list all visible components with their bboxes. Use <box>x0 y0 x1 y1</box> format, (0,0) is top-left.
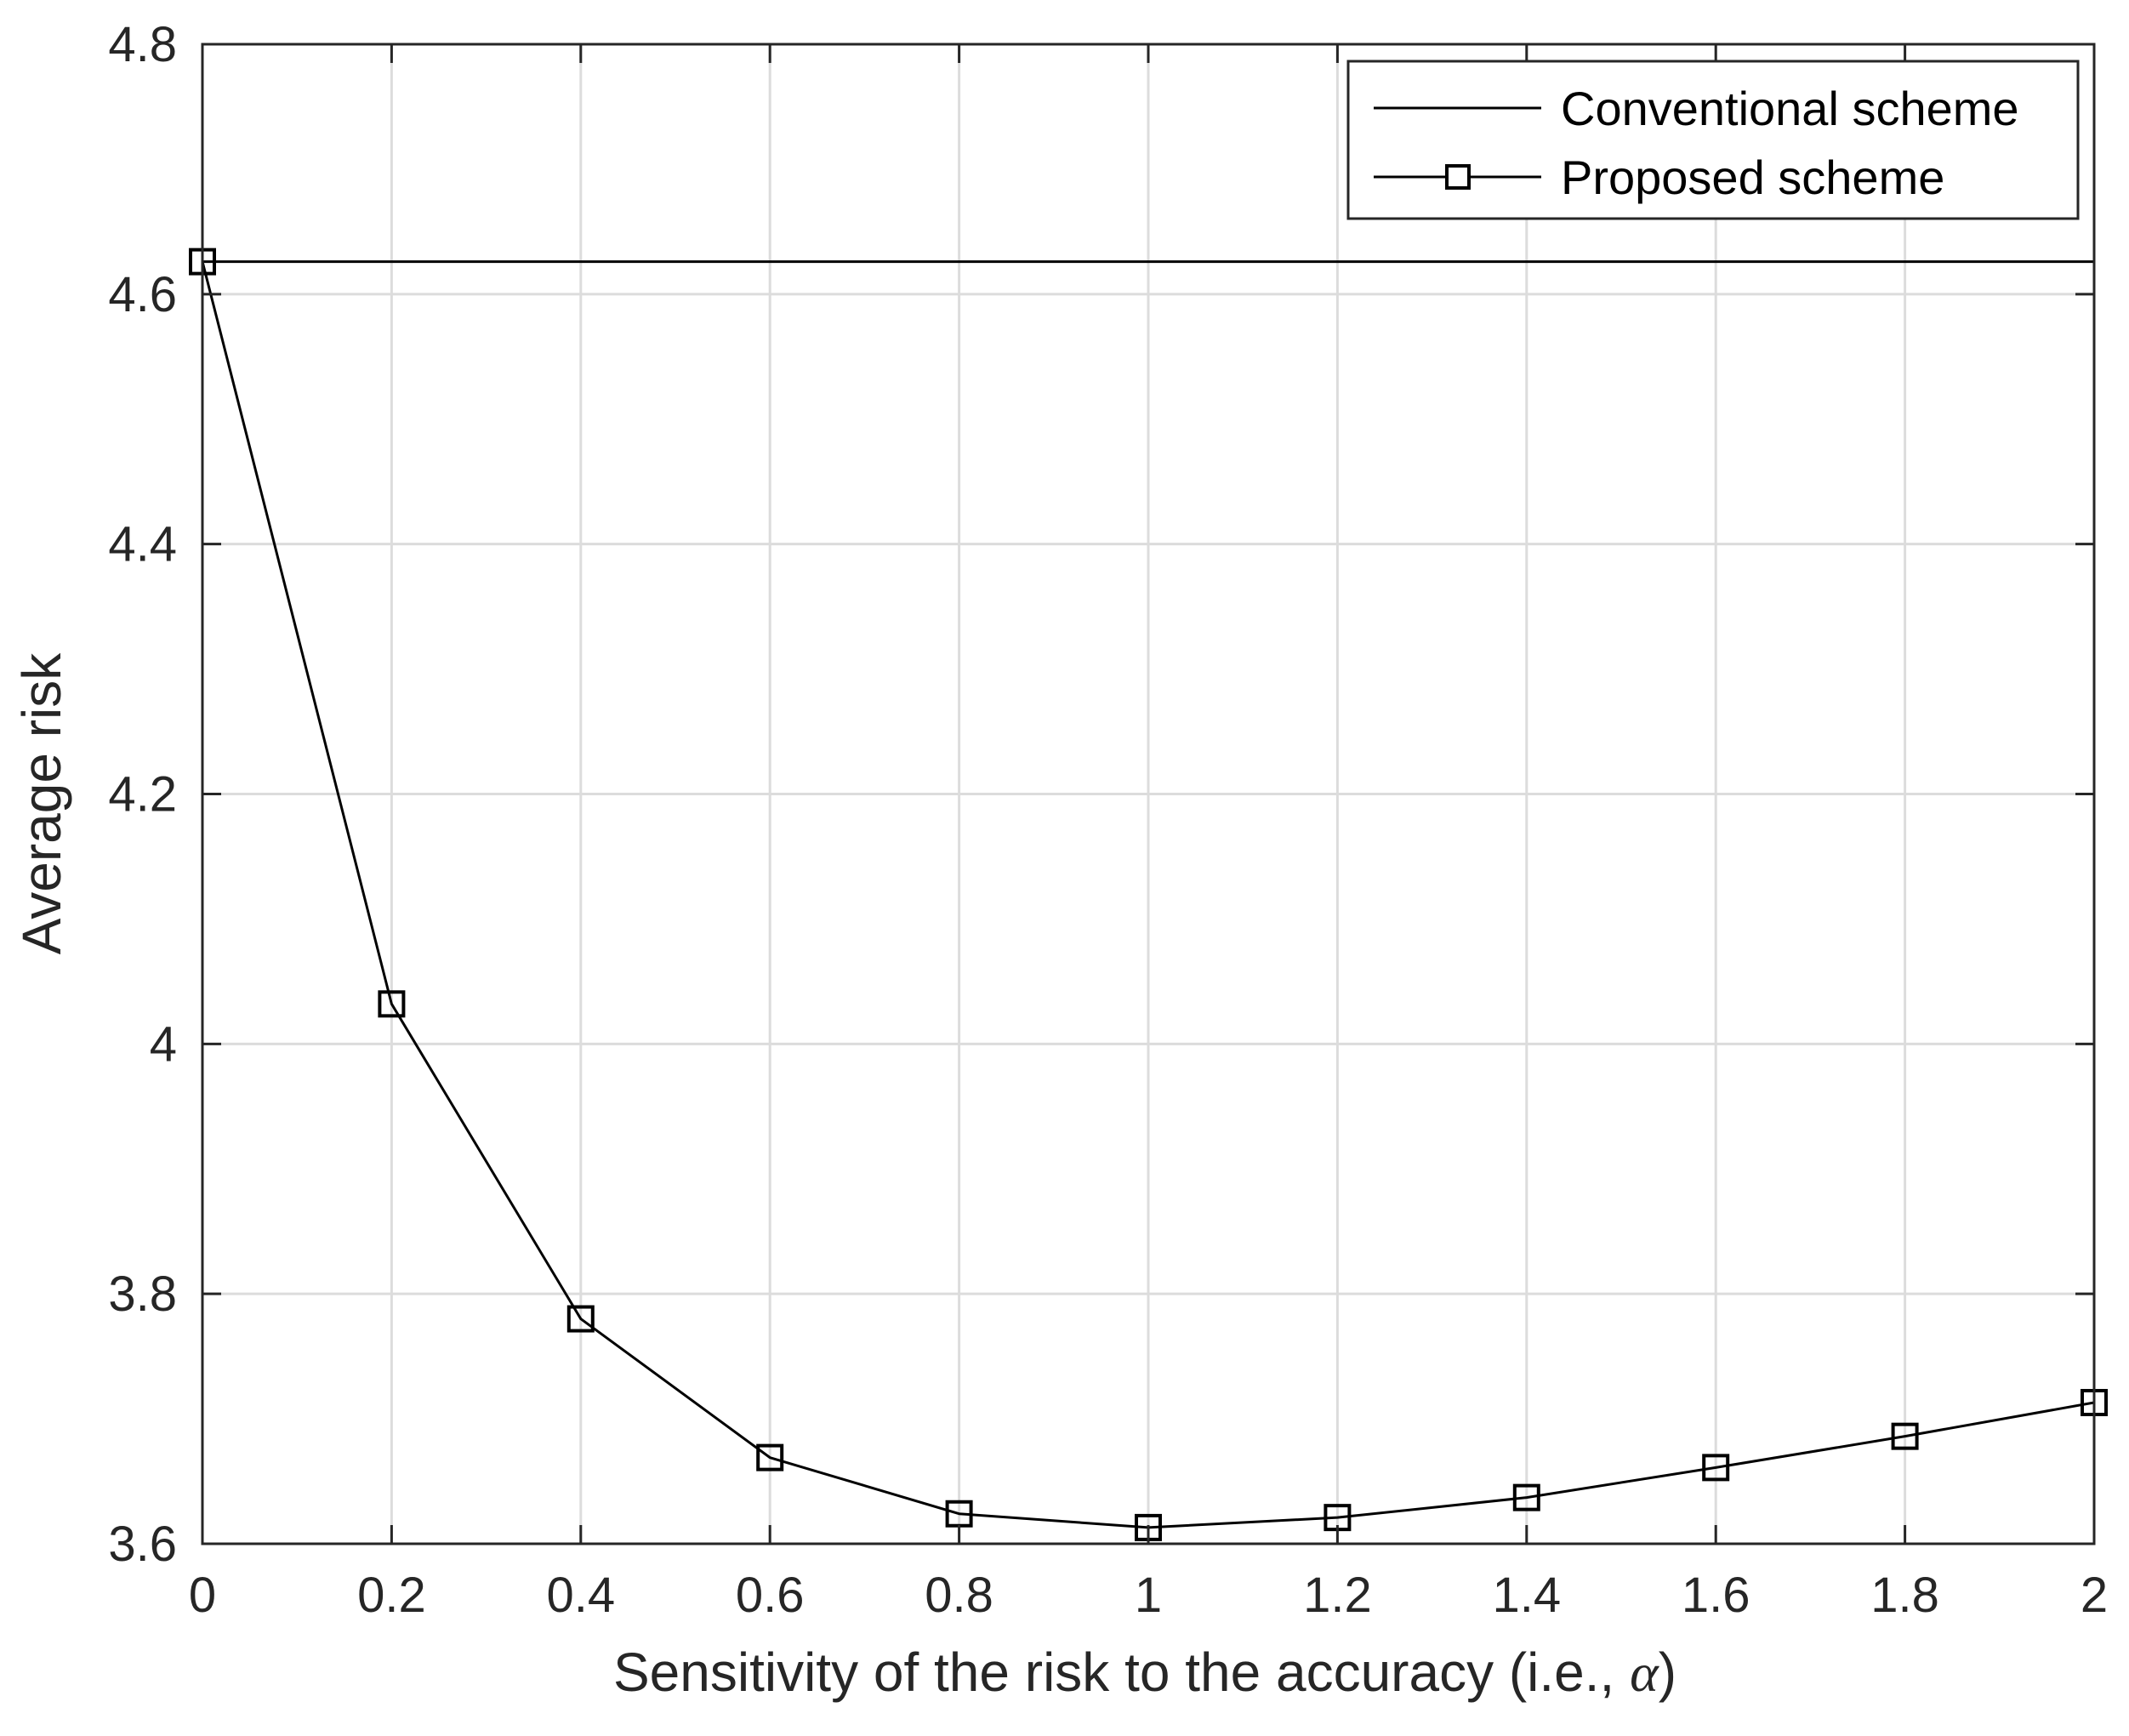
axes-frame <box>201 43 2096 1545</box>
y-axis-title: Average risk <box>11 652 72 955</box>
y-tick-label: 4.6 <box>108 267 177 322</box>
legend-label-conventional: Conventional scheme <box>1561 82 2019 135</box>
x-tick-label: 0.8 <box>925 1568 993 1623</box>
y-tick-label: 3.8 <box>108 1266 177 1322</box>
legend-marker-proposed <box>1445 164 1471 190</box>
x-tick-label: 2 <box>2081 1568 2108 1623</box>
x-tick-label: 1.2 <box>1303 1568 1372 1623</box>
x-tick-label: 0.6 <box>736 1568 805 1623</box>
x-axis-title-suffix: ) <box>1659 1642 1676 1703</box>
tick-labels: 0 0.2 0.4 0.6 0.8 1 1.2 1.4 1.6 1.8 2 3.6 3.8 4 4.2 4.4… <box>108 17 2108 1623</box>
x-axis-title-symbol: α <box>1630 1642 1659 1703</box>
x-axis-title-prefix: Sensitivity of the risk to the accuracy … <box>613 1642 1630 1703</box>
y-tick-label: 4.8 <box>108 17 177 72</box>
x-tick-label: 1.6 <box>1682 1568 1750 1623</box>
legend-box <box>1346 60 2080 220</box>
data-point-marker <box>1891 1422 1919 1450</box>
y-tick-label: 4.4 <box>108 517 177 572</box>
data-point-marker <box>1512 1483 1540 1511</box>
y-tick-label: 4 <box>150 1016 177 1072</box>
x-tick-label: 1 <box>1135 1568 1162 1623</box>
x-axis-title: Sensitivity of the risk to the accuracy … <box>613 1642 1676 1703</box>
x-tick-label: 1.4 <box>1492 1568 1561 1623</box>
x-tick-label: 1.8 <box>1870 1568 1939 1623</box>
x-tick-label: 0.2 <box>357 1568 426 1623</box>
data-point-marker <box>566 1305 595 1333</box>
data-point-marker <box>378 990 406 1018</box>
legend-label-proposed: Proposed scheme <box>1561 151 1944 204</box>
legend: Conventional scheme Proposed scheme <box>1346 60 2080 220</box>
x-tick-label: 0.4 <box>546 1568 615 1623</box>
x-tick-label: 0 <box>189 1568 216 1623</box>
data-point-marker <box>756 1443 784 1471</box>
y-tick-label: 4.2 <box>108 767 177 822</box>
y-tick-label: 3.6 <box>108 1517 177 1572</box>
data-point-marker <box>1702 1454 1730 1482</box>
